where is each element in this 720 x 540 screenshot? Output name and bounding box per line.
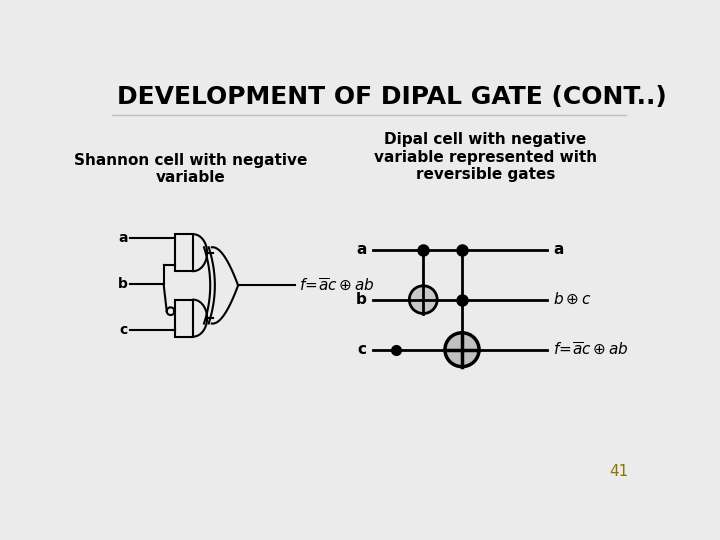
Text: Dipal cell with negative
variable represented with
reversible gates: Dipal cell with negative variable repres… — [374, 132, 597, 182]
Text: a: a — [119, 231, 128, 245]
Text: a: a — [554, 242, 564, 257]
Text: $f\!=\!\overline{a}c\oplus ab$: $f\!=\!\overline{a}c\oplus ab$ — [300, 278, 375, 293]
Circle shape — [445, 333, 479, 367]
Text: DEVELOPMENT OF DIPAL GATE (CONT..): DEVELOPMENT OF DIPAL GATE (CONT..) — [117, 85, 667, 109]
Text: 41: 41 — [609, 464, 629, 479]
Text: a: a — [356, 242, 366, 257]
Text: c: c — [120, 323, 128, 338]
Circle shape — [409, 286, 437, 314]
Text: $b\oplus c$: $b\oplus c$ — [554, 292, 592, 307]
Text: c: c — [358, 342, 366, 357]
Text: Shannon cell with negative
variable: Shannon cell with negative variable — [74, 152, 307, 185]
Text: b: b — [118, 277, 128, 291]
Text: $f\!=\!\overline{a}c\oplus ab$: $f\!=\!\overline{a}c\oplus ab$ — [554, 342, 629, 358]
Text: b: b — [356, 292, 366, 307]
